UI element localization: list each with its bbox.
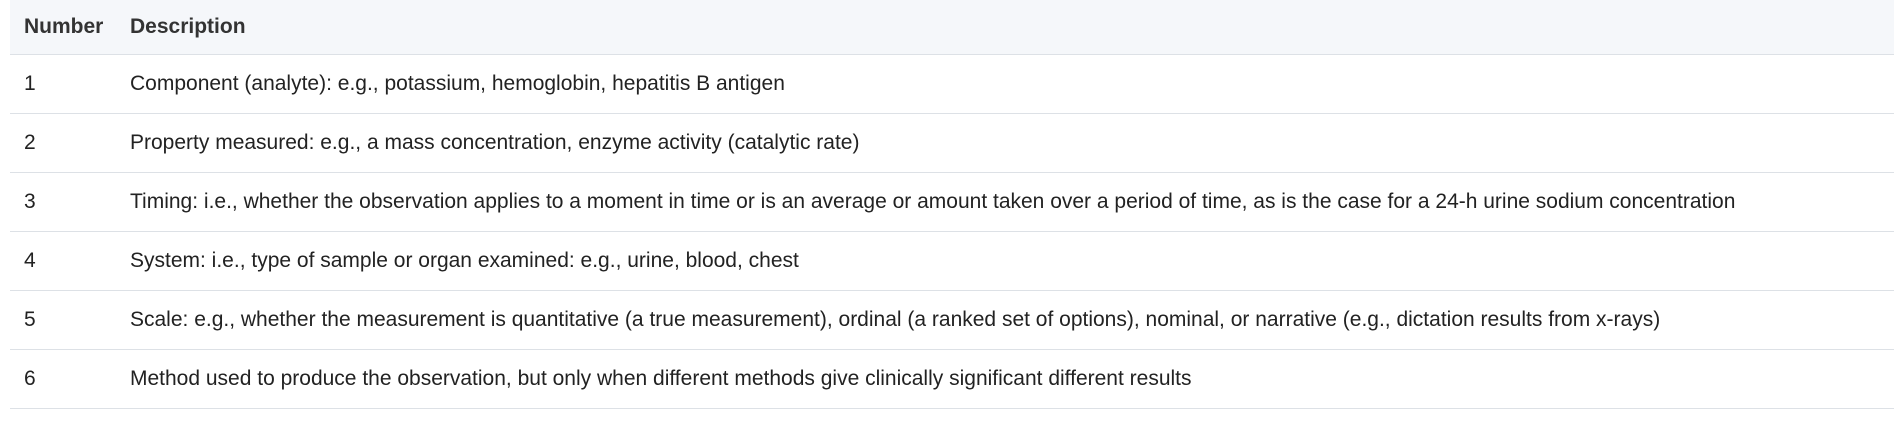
- row-description-cell: Scale: e.g., whether the measurement is …: [116, 290, 1894, 350]
- table-row: 1 Component (analyte): e.g., potassium, …: [10, 54, 1894, 114]
- column-header-description[interactable]: Description: [116, 0, 1894, 55]
- row-number-cell: 6: [10, 349, 116, 409]
- row-description-cell: Method used to produce the observation, …: [116, 349, 1894, 409]
- column-header-number[interactable]: Number: [10, 0, 116, 55]
- row-description-cell: System: i.e., type of sample or organ ex…: [116, 231, 1894, 291]
- table-body: 1 Component (analyte): e.g., potassium, …: [10, 54, 1894, 409]
- row-description-cell: Component (analyte): e.g., potassium, he…: [116, 54, 1894, 114]
- table-header: Number Description: [10, 0, 1894, 55]
- table-row: 4 System: i.e., type of sample or organ …: [10, 231, 1894, 291]
- row-description-cell: Property measured: e.g., a mass concentr…: [116, 113, 1894, 173]
- table-row: 6 Method used to produce the observation…: [10, 349, 1894, 409]
- row-number-cell: 5: [10, 290, 116, 350]
- table-row: 5 Scale: e.g., whether the measurement i…: [10, 290, 1894, 350]
- row-number-cell: 4: [10, 231, 116, 291]
- row-description-cell: Timing: i.e., whether the observation ap…: [116, 172, 1894, 232]
- table-header-row: Number Description: [10, 0, 1894, 55]
- row-number-cell: 2: [10, 113, 116, 173]
- data-table: Number Description 1 Component (analyte)…: [10, 0, 1894, 409]
- data-table-container: Number Description 1 Component (analyte)…: [10, 0, 1894, 409]
- table-row: 2 Property measured: e.g., a mass concen…: [10, 113, 1894, 173]
- row-number-cell: 1: [10, 54, 116, 114]
- row-number-cell: 3: [10, 172, 116, 232]
- table-row: 3 Timing: i.e., whether the observation …: [10, 172, 1894, 232]
